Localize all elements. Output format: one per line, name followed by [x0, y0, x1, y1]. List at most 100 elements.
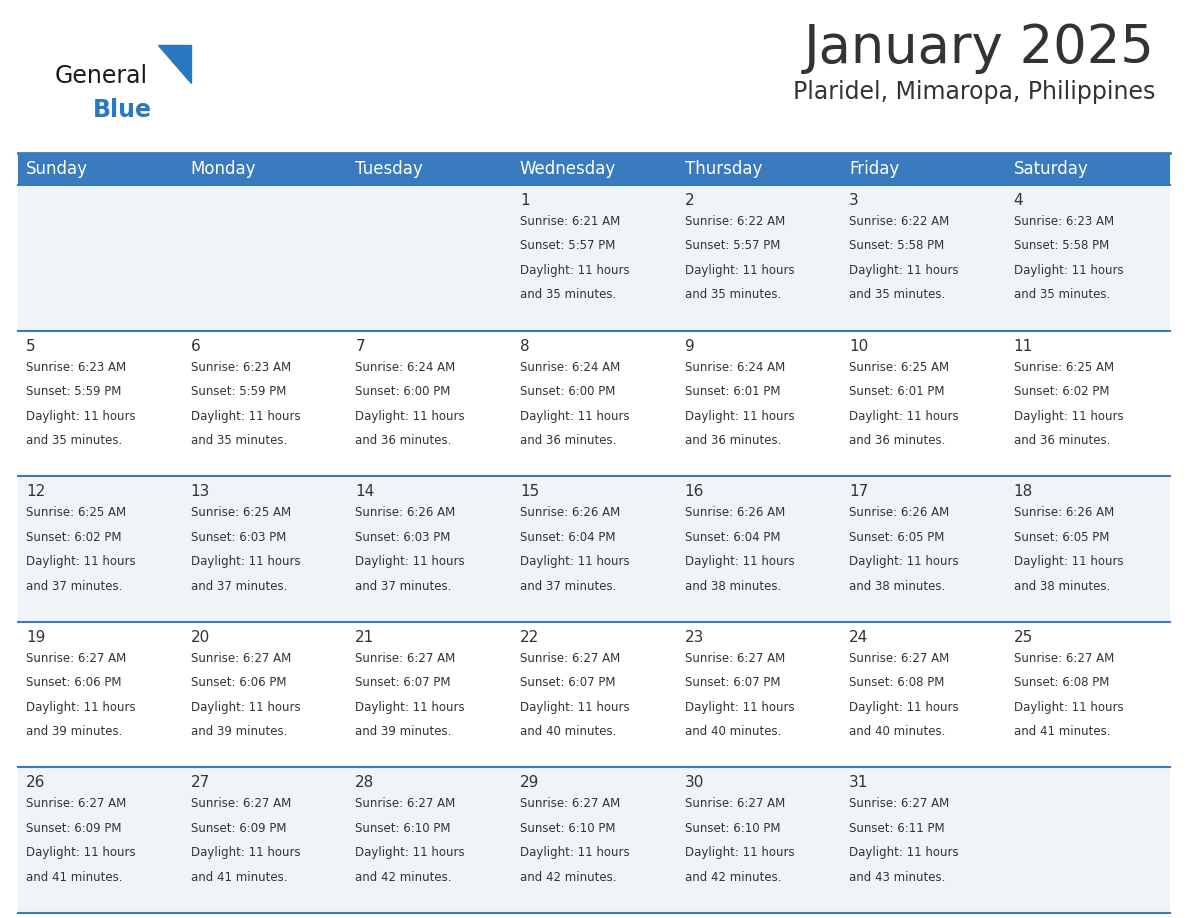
Text: Daylight: 11 hours: Daylight: 11 hours [684, 846, 794, 859]
Bar [841, 330, 1005, 476]
Bar [841, 621, 1005, 767]
Text: Sunset: 6:03 PM: Sunset: 6:03 PM [191, 531, 286, 543]
Text: Daylight: 11 hours: Daylight: 11 hours [849, 409, 959, 422]
Text: Daylight: 11 hours: Daylight: 11 hours [849, 263, 959, 277]
Text: Daylight: 11 hours: Daylight: 11 hours [26, 700, 135, 713]
Text: Sunrise: 6:27 AM: Sunrise: 6:27 AM [191, 652, 291, 665]
Text: and 41 minutes.: and 41 minutes. [191, 871, 287, 884]
Text: Sunset: 5:58 PM: Sunset: 5:58 PM [849, 240, 944, 252]
Text: Sunrise: 6:24 AM: Sunrise: 6:24 AM [355, 361, 456, 374]
Text: Sunrise: 6:27 AM: Sunrise: 6:27 AM [520, 798, 620, 811]
Text: Sunrise: 6:25 AM: Sunrise: 6:25 AM [849, 361, 949, 374]
Text: and 35 minutes.: and 35 minutes. [1013, 288, 1110, 301]
Text: Sunset: 6:02 PM: Sunset: 6:02 PM [26, 531, 121, 543]
Text: and 42 minutes.: and 42 minutes. [684, 871, 781, 884]
Text: and 40 minutes.: and 40 minutes. [684, 725, 781, 738]
Text: Daylight: 11 hours: Daylight: 11 hours [355, 555, 465, 568]
Text: 15: 15 [520, 484, 539, 499]
Text: Plaridel, Mimaropa, Philippines: Plaridel, Mimaropa, Philippines [792, 80, 1155, 104]
Text: 3: 3 [849, 193, 859, 208]
Text: Daylight: 11 hours: Daylight: 11 hours [1013, 555, 1124, 568]
Text: Daylight: 11 hours: Daylight: 11 hours [520, 263, 630, 277]
Text: Daylight: 11 hours: Daylight: 11 hours [355, 846, 465, 859]
Text: Daylight: 11 hours: Daylight: 11 hours [355, 700, 465, 713]
Text: January 2025: January 2025 [804, 22, 1155, 74]
Text: and 42 minutes.: and 42 minutes. [520, 871, 617, 884]
Text: 28: 28 [355, 776, 374, 790]
Text: Sunrise: 6:26 AM: Sunrise: 6:26 AM [355, 506, 456, 520]
Text: 26: 26 [26, 776, 45, 790]
Text: Daylight: 11 hours: Daylight: 11 hours [849, 846, 959, 859]
Text: 13: 13 [191, 484, 210, 499]
Text: and 39 minutes.: and 39 minutes. [26, 725, 122, 738]
Text: Sunset: 6:05 PM: Sunset: 6:05 PM [1013, 531, 1110, 543]
Text: Sunrise: 6:26 AM: Sunrise: 6:26 AM [1013, 506, 1114, 520]
Text: 8: 8 [520, 339, 530, 353]
Bar [183, 476, 347, 621]
Text: 29: 29 [520, 776, 539, 790]
Text: and 41 minutes.: and 41 minutes. [1013, 725, 1110, 738]
Text: Sunset: 6:00 PM: Sunset: 6:00 PM [520, 385, 615, 398]
Text: 23: 23 [684, 630, 703, 644]
Text: Sunrise: 6:22 AM: Sunrise: 6:22 AM [684, 215, 785, 228]
Text: Daylight: 11 hours: Daylight: 11 hours [26, 846, 135, 859]
Text: and 36 minutes.: and 36 minutes. [355, 434, 451, 447]
Text: 27: 27 [191, 776, 210, 790]
Bar [841, 767, 1005, 913]
Text: 7: 7 [355, 339, 365, 353]
Text: Sunrise: 6:24 AM: Sunrise: 6:24 AM [684, 361, 785, 374]
Text: and 35 minutes.: and 35 minutes. [849, 288, 946, 301]
Text: and 35 minutes.: and 35 minutes. [684, 288, 781, 301]
Bar [347, 476, 512, 621]
Text: Daylight: 11 hours: Daylight: 11 hours [191, 555, 301, 568]
Text: 1: 1 [520, 193, 530, 208]
Text: Daylight: 11 hours: Daylight: 11 hours [191, 846, 301, 859]
Bar [512, 185, 676, 330]
Text: Daylight: 11 hours: Daylight: 11 hours [520, 846, 630, 859]
Text: 6: 6 [191, 339, 201, 353]
Polygon shape [158, 45, 191, 83]
Text: 16: 16 [684, 484, 703, 499]
Text: Sunrise: 6:26 AM: Sunrise: 6:26 AM [520, 506, 620, 520]
Text: and 37 minutes.: and 37 minutes. [520, 579, 617, 593]
Bar [347, 153, 512, 185]
Text: Sunrise: 6:26 AM: Sunrise: 6:26 AM [849, 506, 949, 520]
Text: Daylight: 11 hours: Daylight: 11 hours [684, 700, 794, 713]
Text: Sunrise: 6:24 AM: Sunrise: 6:24 AM [520, 361, 620, 374]
Text: Sunset: 6:07 PM: Sunset: 6:07 PM [355, 677, 451, 689]
Text: Sunrise: 6:23 AM: Sunrise: 6:23 AM [26, 361, 126, 374]
Text: 4: 4 [1013, 193, 1023, 208]
Bar [676, 767, 841, 913]
Text: Thursday: Thursday [684, 160, 762, 178]
Text: and 43 minutes.: and 43 minutes. [849, 871, 946, 884]
Text: Sunset: 6:11 PM: Sunset: 6:11 PM [849, 822, 944, 834]
Bar [183, 330, 347, 476]
Text: Sunrise: 6:27 AM: Sunrise: 6:27 AM [1013, 652, 1114, 665]
Text: Sunset: 6:03 PM: Sunset: 6:03 PM [355, 531, 450, 543]
Text: Sunday: Sunday [26, 160, 88, 178]
Text: 30: 30 [684, 776, 703, 790]
Bar [841, 185, 1005, 330]
Bar [1005, 621, 1170, 767]
Text: Sunset: 6:09 PM: Sunset: 6:09 PM [191, 822, 286, 834]
Text: 24: 24 [849, 630, 868, 644]
Bar [1005, 185, 1170, 330]
Text: Blue: Blue [93, 98, 152, 122]
Bar [676, 476, 841, 621]
Text: 31: 31 [849, 776, 868, 790]
Bar [512, 330, 676, 476]
Bar [18, 476, 183, 621]
Text: Sunrise: 6:27 AM: Sunrise: 6:27 AM [684, 652, 785, 665]
Text: Daylight: 11 hours: Daylight: 11 hours [1013, 263, 1124, 277]
Text: Daylight: 11 hours: Daylight: 11 hours [684, 409, 794, 422]
Bar [183, 767, 347, 913]
Text: Sunset: 5:58 PM: Sunset: 5:58 PM [1013, 240, 1108, 252]
Text: 9: 9 [684, 339, 694, 353]
Text: and 40 minutes.: and 40 minutes. [520, 725, 617, 738]
Text: Sunrise: 6:26 AM: Sunrise: 6:26 AM [684, 506, 785, 520]
Text: and 38 minutes.: and 38 minutes. [684, 579, 781, 593]
Text: Sunset: 6:09 PM: Sunset: 6:09 PM [26, 822, 121, 834]
Bar [347, 767, 512, 913]
Text: Daylight: 11 hours: Daylight: 11 hours [191, 409, 301, 422]
Text: Sunset: 6:06 PM: Sunset: 6:06 PM [191, 677, 286, 689]
